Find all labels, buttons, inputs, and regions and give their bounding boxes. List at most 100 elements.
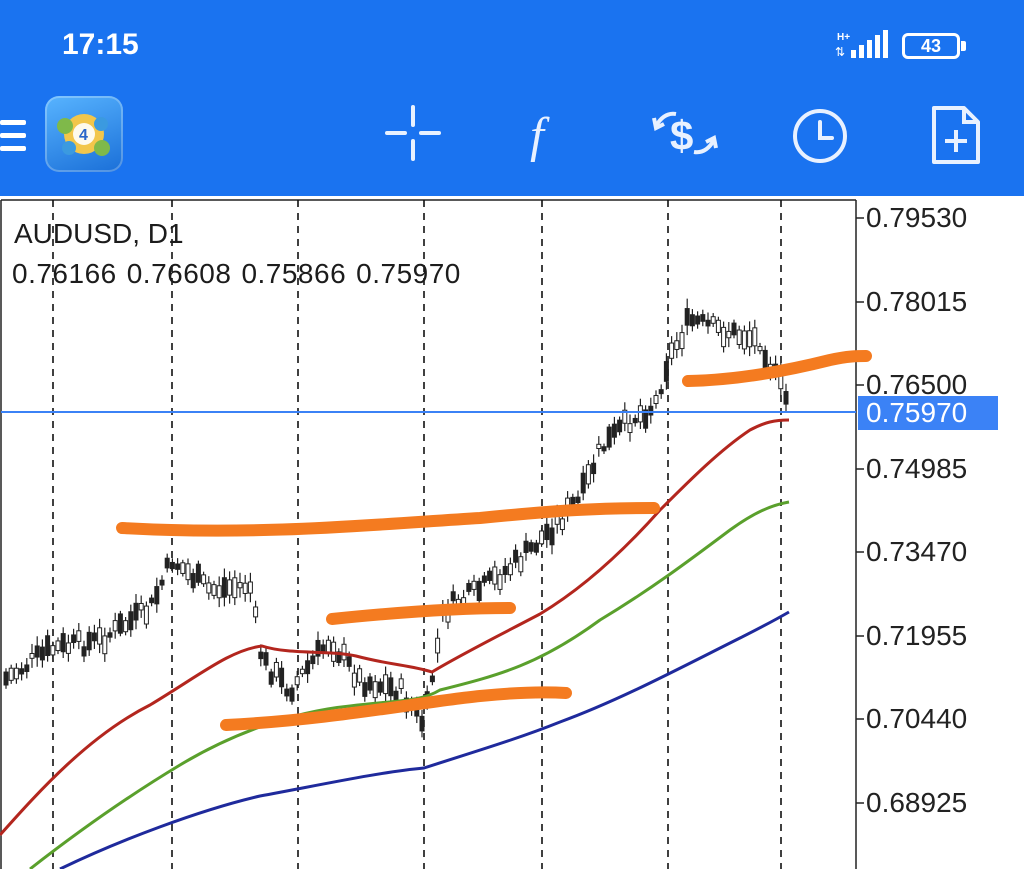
battery-nub bbox=[961, 41, 966, 51]
indicators-icon[interactable]: f bbox=[524, 104, 570, 162]
candle-body bbox=[383, 674, 389, 695]
candle-body bbox=[549, 527, 555, 546]
trend-drawings bbox=[116, 350, 872, 731]
candle-body bbox=[762, 349, 768, 371]
candle-body bbox=[492, 566, 498, 585]
candle-body bbox=[705, 319, 711, 327]
candle-body bbox=[216, 585, 222, 599]
candle-body bbox=[289, 687, 295, 702]
candle-body bbox=[227, 579, 233, 596]
close-value: 0.75970 bbox=[356, 258, 461, 289]
candle-body bbox=[502, 565, 508, 575]
candle-body bbox=[487, 570, 493, 581]
candle-body bbox=[29, 653, 35, 659]
symbols-icon[interactable]: $ bbox=[650, 104, 720, 162]
candle-body bbox=[513, 549, 519, 563]
candle-body bbox=[258, 651, 264, 660]
candle-body bbox=[632, 417, 638, 424]
candle-body bbox=[617, 419, 623, 433]
status-bar: 17:15 H+ ⇅ 43 bbox=[0, 0, 1024, 92]
candle-body bbox=[585, 464, 591, 485]
candle-body bbox=[544, 523, 550, 541]
candle-body bbox=[195, 563, 201, 583]
candle-body bbox=[8, 667, 14, 681]
crosshair-icon[interactable] bbox=[384, 104, 442, 162]
candle-body bbox=[679, 332, 685, 350]
candle-body bbox=[528, 542, 534, 552]
price-label: 0.71955 bbox=[866, 620, 968, 651]
candle-body bbox=[86, 631, 92, 651]
moving-average-fast bbox=[0, 418, 790, 836]
candle-body bbox=[107, 632, 113, 638]
candle-body bbox=[97, 627, 103, 645]
candle-body bbox=[232, 577, 238, 599]
candle-body bbox=[367, 676, 373, 691]
app-icon: 4 bbox=[57, 114, 110, 156]
candle-body bbox=[91, 632, 97, 642]
candle-body bbox=[45, 635, 51, 657]
candle-body bbox=[523, 540, 529, 553]
candle-body bbox=[123, 620, 129, 633]
candle-body bbox=[19, 668, 25, 675]
price-label: 0.79530 bbox=[866, 202, 968, 233]
candle-body bbox=[211, 584, 217, 596]
candle-body bbox=[715, 319, 721, 333]
drawn-line bbox=[326, 602, 516, 625]
candle-body bbox=[279, 667, 285, 688]
candle-body bbox=[388, 677, 394, 697]
candle-body bbox=[669, 342, 675, 359]
candle-body bbox=[175, 563, 181, 570]
status-time: 17:15 bbox=[62, 28, 139, 61]
candle-body bbox=[653, 395, 659, 405]
metatrader4-logo[interactable]: 4 bbox=[45, 96, 123, 172]
price-label: 0.78015 bbox=[866, 286, 968, 317]
candle-body bbox=[637, 405, 643, 423]
candle-body bbox=[539, 530, 545, 545]
candle-body bbox=[398, 678, 404, 689]
price-label: 0.74985 bbox=[866, 453, 968, 484]
candle-body bbox=[237, 582, 243, 589]
chart-area[interactable]: AUDUSD, D1 0.76166 0.76608 0.75866 0.75970 … bbox=[0, 196, 1024, 869]
chart-symbol: AUDUSD, D1 bbox=[14, 218, 184, 249]
candle-body bbox=[133, 602, 139, 621]
svg-text:f: f bbox=[530, 107, 550, 162]
candle-body bbox=[164, 557, 170, 569]
candle-body bbox=[102, 635, 108, 655]
candle-body bbox=[34, 645, 40, 658]
candle-body bbox=[346, 656, 352, 667]
candle-body bbox=[684, 308, 690, 326]
drawn-line bbox=[220, 686, 572, 731]
drawn-line bbox=[116, 502, 660, 537]
candle-body bbox=[674, 340, 680, 350]
candle-body bbox=[305, 660, 311, 675]
candle-body bbox=[299, 668, 305, 675]
candle-body bbox=[143, 605, 149, 625]
price-label: 0.76500 bbox=[866, 369, 968, 400]
candle-body bbox=[362, 682, 368, 697]
price-label: 0.70440 bbox=[866, 703, 968, 734]
candle-body bbox=[263, 652, 269, 666]
drawn-line bbox=[682, 350, 872, 387]
candle-body bbox=[55, 640, 61, 652]
candle-body bbox=[580, 472, 586, 494]
signal-icon: H+ ⇅ bbox=[835, 30, 888, 59]
candle-body bbox=[24, 664, 30, 672]
menu-icon[interactable] bbox=[0, 116, 28, 156]
candle-body bbox=[700, 314, 706, 322]
candle-body bbox=[611, 423, 617, 438]
new-order-icon[interactable] bbox=[928, 104, 984, 166]
svg-text:⇅: ⇅ bbox=[835, 45, 845, 59]
candle-body bbox=[757, 346, 763, 352]
candle-body bbox=[315, 639, 321, 657]
timeframe-icon[interactable] bbox=[790, 106, 850, 166]
candle-body bbox=[643, 409, 649, 429]
candle-body bbox=[450, 591, 456, 602]
candle-body bbox=[606, 426, 612, 448]
candle-body bbox=[3, 671, 9, 686]
candle-body bbox=[747, 330, 753, 348]
high-value: 0.76608 bbox=[126, 258, 232, 289]
price-chart[interactable] bbox=[0, 196, 1024, 869]
candle-body bbox=[419, 715, 425, 732]
candle-body bbox=[221, 577, 227, 598]
candle-body bbox=[71, 634, 77, 644]
